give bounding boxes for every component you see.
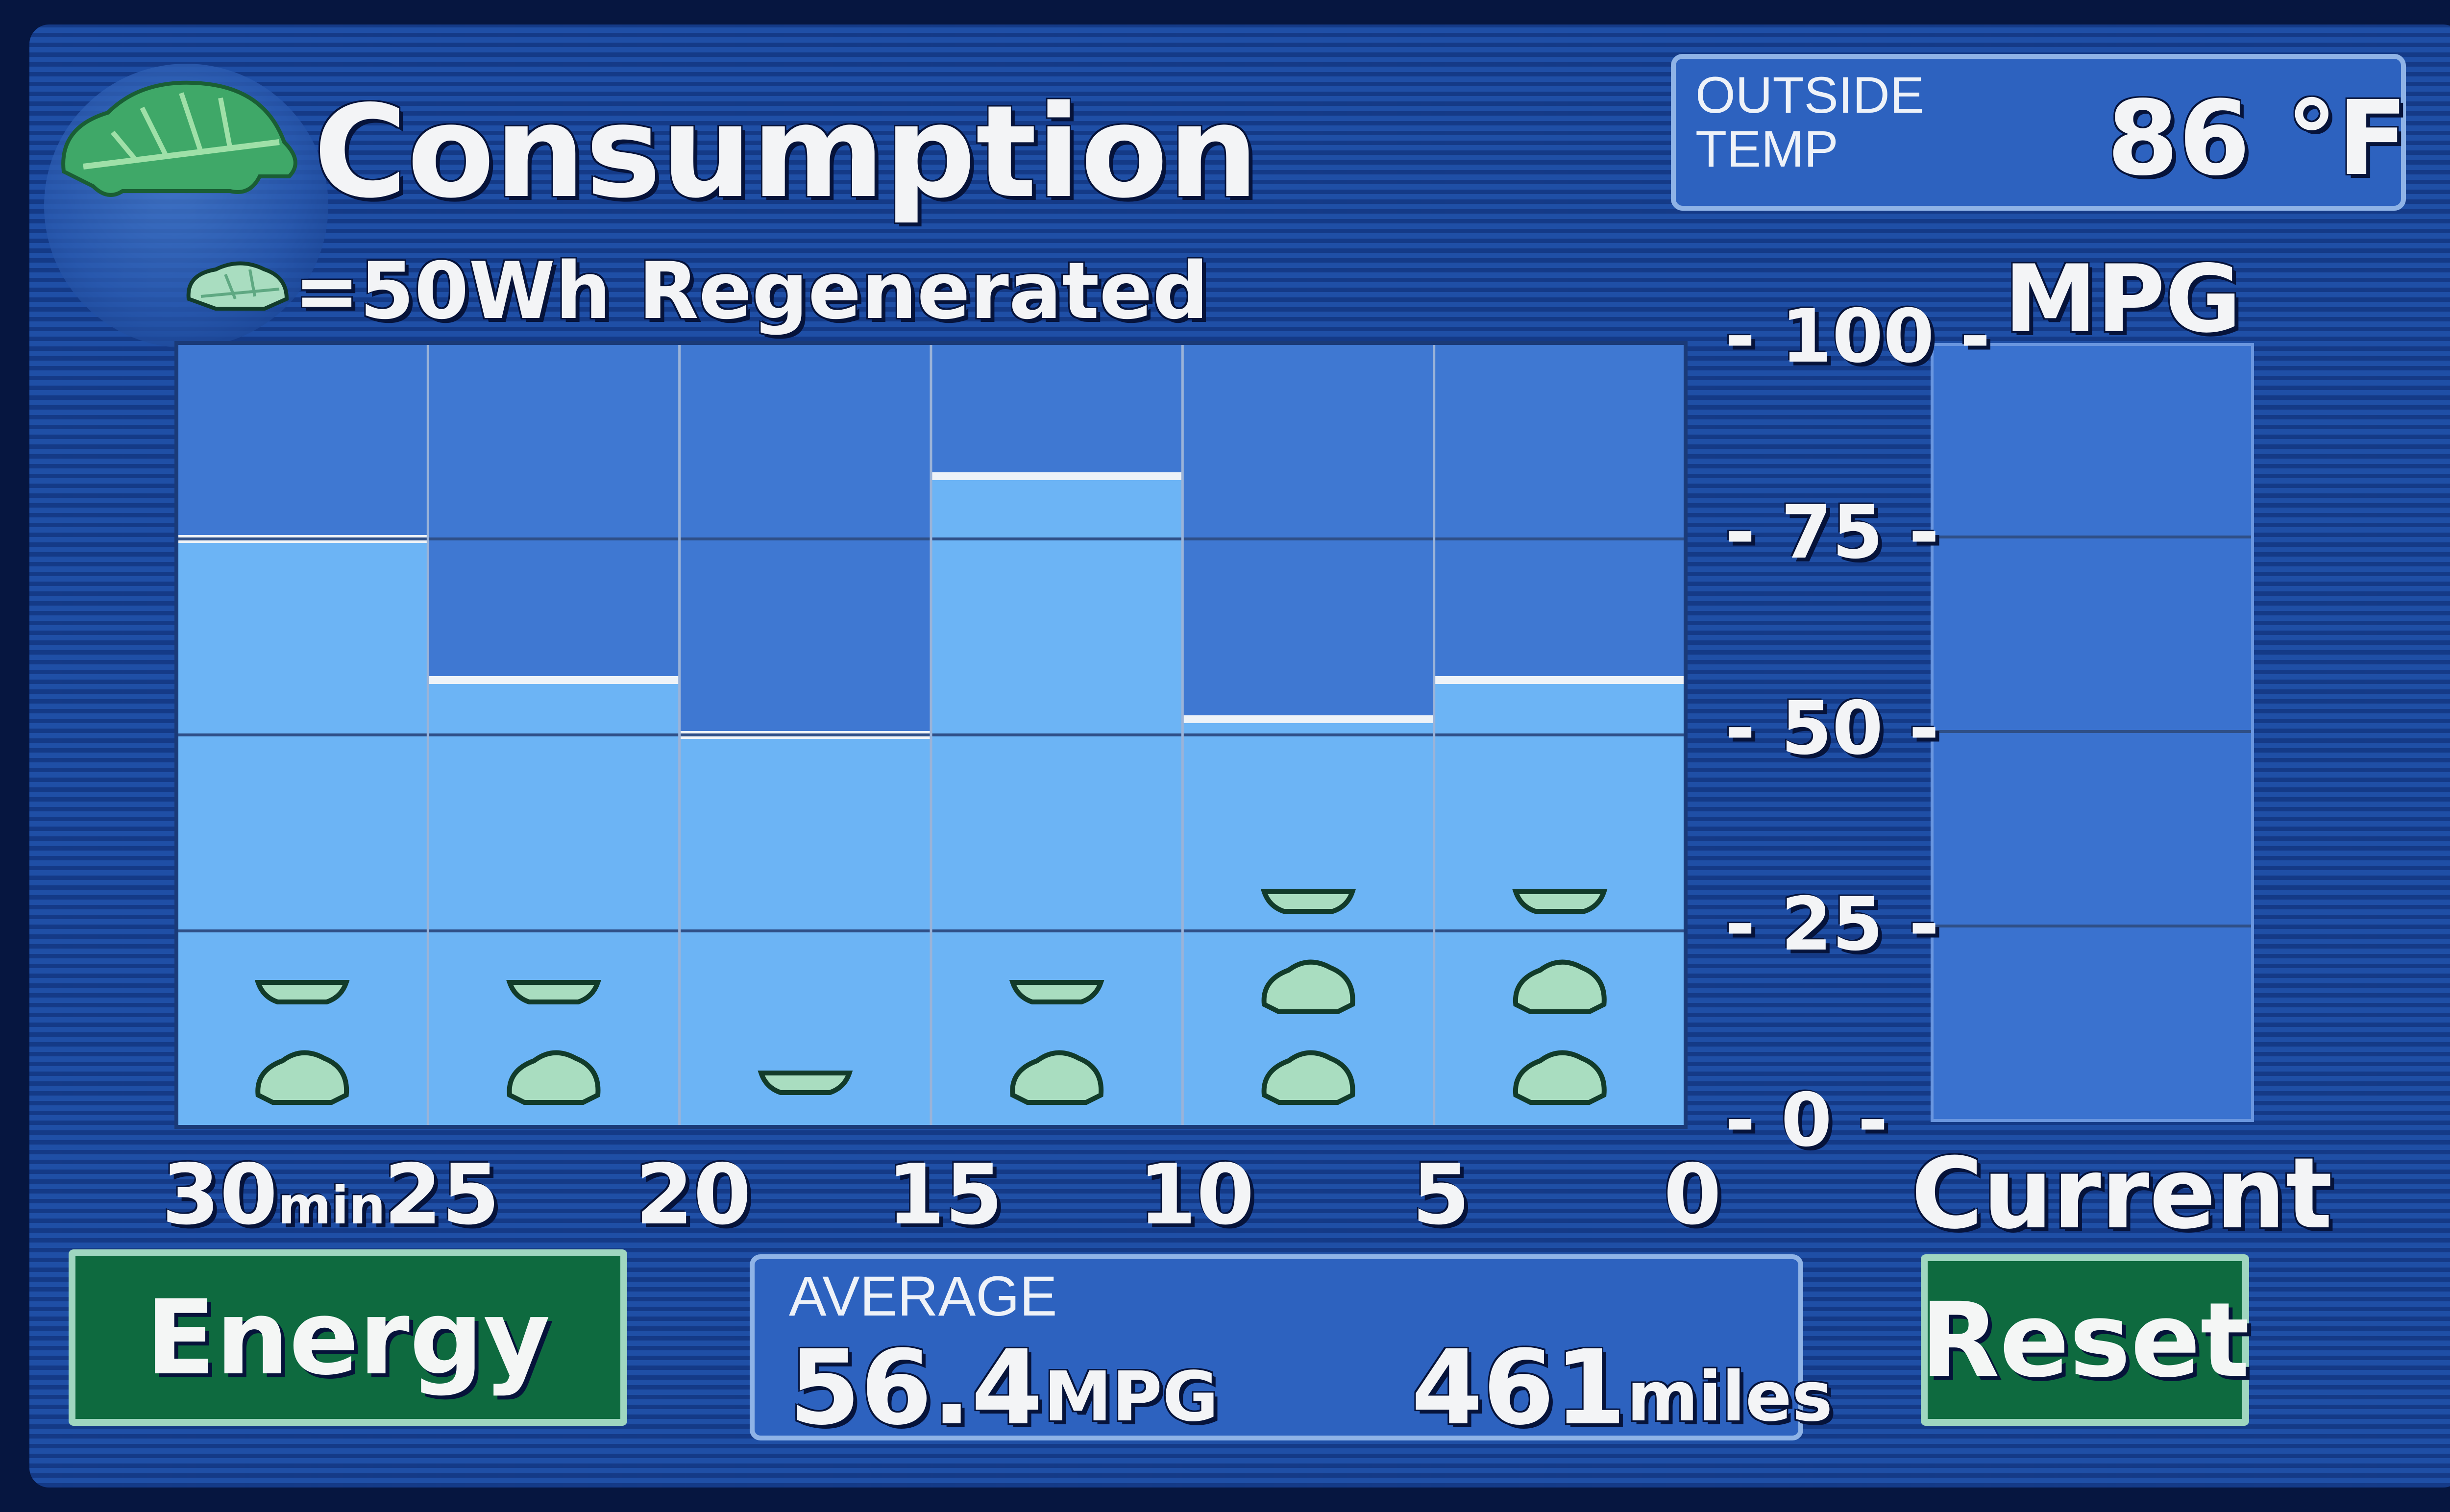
y-tick-label: - 0 - (1725, 1078, 1888, 1163)
x-unit-label: min (277, 1176, 386, 1236)
current-gridline (1934, 536, 2251, 538)
bar-30-25 (176, 539, 428, 1127)
regen-leaf-icon (506, 980, 601, 1004)
bar-top-15-10 (931, 472, 1183, 480)
average-distance-unit: miles (1627, 1357, 1833, 1437)
x-tick-label: 0 (1664, 1146, 1722, 1244)
regen-leaf-icon (255, 1050, 349, 1105)
x-tick-label: 5 (1412, 1146, 1470, 1244)
bar-15-10 (931, 476, 1183, 1127)
regen-leaf-icon (1513, 959, 1607, 1014)
chart-border (174, 341, 1688, 1129)
x-tick-label: 15 (887, 1146, 1003, 1244)
bar-top-5-0 (1434, 676, 1686, 684)
regen-leaf-icon (507, 1050, 601, 1105)
regen-leaf-icon (1261, 1050, 1355, 1105)
current-gridline (1934, 730, 2251, 733)
regen-leaf-icon (1261, 889, 1356, 914)
y-tick-label: - 75 - (1725, 490, 1939, 575)
x-tick-label: 30min (162, 1146, 386, 1244)
average-mpg-value: 56.4 (789, 1328, 1043, 1448)
y-tick-label: - 100 - (1725, 294, 1991, 379)
regen-leaf-icon (1009, 980, 1104, 1004)
average-label: AVERAGE (789, 1265, 1057, 1328)
outside-temp-label-line1: OUTSIDE (1695, 67, 1924, 124)
y-tick-label: - 50 - (1725, 686, 1939, 771)
current-gridline (1934, 925, 2251, 927)
x-tick-label: 20 (635, 1146, 752, 1244)
outside-temp-value: 86 °F (2107, 78, 2408, 198)
mpg-axis-heading: MPG (2004, 245, 2242, 353)
current-mpg-panel (1931, 343, 2254, 1122)
regen-leaf-icon (1010, 1050, 1104, 1105)
x-tick-label: 10 (1138, 1146, 1254, 1244)
regen-leaf-icon (254, 980, 350, 1004)
regen-leaf-icon (186, 261, 289, 311)
x-tick-label: 25 (384, 1146, 500, 1244)
eco-leaf-car-icon (61, 80, 297, 197)
reset-button[interactable]: Reset (1920, 1254, 2250, 1426)
average-distance-value: 461 (1411, 1328, 1626, 1448)
consumption-bar-chart (174, 341, 1688, 1129)
regen-leaf-icon (1512, 889, 1608, 914)
consumption-chart (174, 341, 1688, 1129)
energy-button[interactable]: Energy (69, 1249, 627, 1426)
bar-top-10-5 (1182, 715, 1434, 723)
outside-temp-panel: OUTSIDE TEMP 86 °F (1671, 54, 2408, 211)
average-mpg-unit: MPG (1044, 1357, 1219, 1437)
regen-leaf-icon (1513, 1050, 1607, 1105)
regen-legend-text: =50Wh Regenerated (294, 245, 1209, 337)
y-tick-label: - 25 - (1725, 882, 1939, 967)
current-label: Current (1911, 1137, 2333, 1251)
bar-top-25-20 (428, 676, 680, 684)
regen-leaf-icon (758, 1071, 853, 1095)
regen-leaf-icon (1261, 959, 1355, 1014)
average-panel: AVERAGE 56.4 MPG 461 miles (750, 1254, 1833, 1448)
outside-temp-label-line2: TEMP (1695, 121, 1838, 178)
page-title: Consumption (314, 78, 1259, 226)
